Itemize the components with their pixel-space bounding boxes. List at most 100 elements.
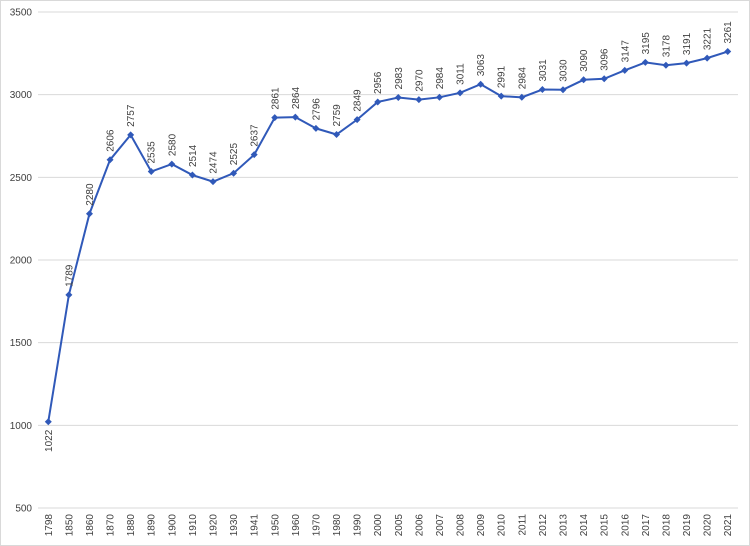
x-tick-label: 2000 [373,514,384,537]
marker [291,113,299,121]
data-label: 2757 [126,104,137,127]
marker [703,54,711,62]
x-tick-label: 2009 [476,514,487,537]
data-label: 2280 [85,183,96,206]
marker [435,93,443,101]
x-tick-label: 2014 [579,514,590,537]
y-tick-label: 1000 [10,421,33,432]
marker [353,116,361,124]
data-label: 3063 [476,54,487,77]
marker [641,58,649,66]
data-label: 2637 [250,124,261,147]
x-tick-label: 1798 [44,514,55,537]
x-tick-label: 2008 [456,514,467,537]
data-label: 2796 [311,98,322,121]
x-tick-label: 1930 [229,514,240,537]
y-tick-label: 1500 [10,338,33,349]
marker [85,210,93,218]
marker [106,156,114,164]
x-tick-label: 1941 [250,514,261,537]
marker [374,98,382,106]
x-tick-label: 2016 [620,514,631,537]
x-tick-label: 1970 [311,514,322,537]
y-tick-label: 500 [15,504,32,515]
marker [538,86,546,94]
x-tick-label: 2013 [559,514,570,537]
marker [724,48,732,56]
marker [497,92,505,100]
x-tick-label: 2010 [497,514,508,537]
x-tick-label: 1890 [147,514,158,537]
data-label: 3011 [456,63,467,85]
marker [415,96,423,104]
x-tick-label: 1980 [332,514,343,537]
data-label: 1022 [44,429,55,452]
marker [580,76,588,84]
x-tick-label: 1880 [126,514,137,537]
marker [127,131,135,139]
x-tick-label: 1950 [270,514,281,537]
x-tick-label: 1900 [167,514,178,537]
data-label: 2514 [188,144,199,167]
x-tick-label: 2012 [538,514,549,537]
line [47,50,729,422]
marker [456,89,464,97]
marker [312,124,320,132]
data-label: 2864 [291,86,302,109]
x-tick-label: 1850 [64,514,75,537]
marker [44,418,52,426]
marker [209,178,217,186]
marker [188,171,196,179]
data-label: 2956 [373,71,384,94]
x-tick-label: 1910 [188,514,199,537]
data-label: 3090 [579,49,590,72]
x-tick-label: 1870 [106,514,117,537]
marker [394,93,402,101]
data-label: 3031 [538,59,549,82]
marker [518,93,526,101]
data-label: 2525 [229,143,240,166]
y-tick-label: 3000 [10,90,33,101]
data-label: 2983 [394,67,405,90]
marker [477,80,485,88]
data-label: 2535 [147,141,158,164]
x-tick-label: 1990 [353,514,364,537]
x-tick-label: 2005 [394,514,405,537]
x-tick-label: 2021 [723,514,734,537]
x-tick-label: 1960 [291,514,302,537]
y-tick-label: 2500 [10,173,33,184]
data-label: 3147 [620,40,631,63]
marker [271,114,279,122]
marker [662,61,670,69]
data-label: 3221 [703,27,714,50]
marker [250,151,258,159]
data-label: 3195 [641,32,652,55]
y-tick-label: 3500 [10,8,33,19]
y-tick-label: 2000 [10,256,33,267]
marker [600,75,608,83]
x-tick-label: 2006 [414,514,425,537]
x-tick-label: 2020 [703,514,714,537]
x-tick-label: 2019 [682,514,693,537]
marker [621,66,629,74]
marker [230,169,238,177]
x-tick-label: 2011 [517,514,528,536]
marker [559,86,567,94]
data-label: 3178 [661,35,672,58]
x-tick-label: 1920 [209,514,220,537]
marker [65,291,73,299]
data-label: 3030 [559,59,570,82]
data-label: 3261 [723,21,734,44]
data-label: 3096 [600,48,611,71]
data-label: 2984 [517,67,528,90]
x-tick-label: 2015 [600,514,611,537]
data-label: 2474 [209,151,220,174]
x-tick-label: 2007 [435,514,446,537]
data-label: 2759 [332,104,343,127]
marker [168,160,176,168]
data-label: 1789 [64,264,75,287]
x-tick-label: 2018 [661,514,672,537]
